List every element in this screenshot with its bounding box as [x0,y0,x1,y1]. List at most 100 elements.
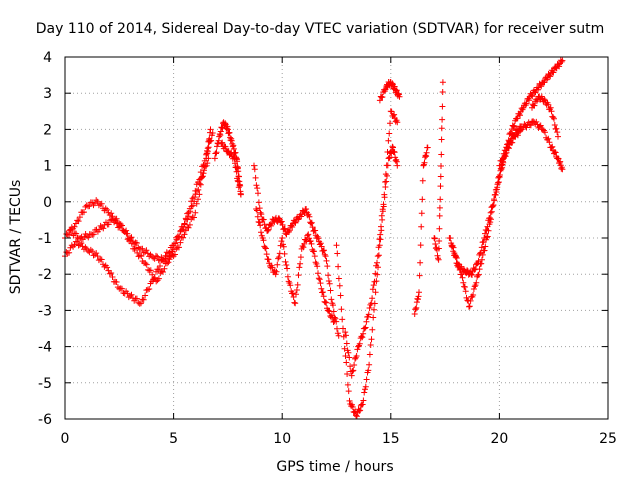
data-point [279,235,286,241]
data-point [180,226,187,233]
data-point [260,216,267,223]
data-point [75,218,82,225]
data-point [343,340,350,347]
data-point [331,318,338,325]
y-tick-label: 2 [43,122,52,138]
data-point [303,206,310,212]
data-point [484,223,491,230]
x-tick-label: 20 [490,431,508,447]
data-point [282,258,289,265]
data-point [301,240,308,247]
data-point [374,259,380,266]
data-point [149,271,156,278]
data-point [85,234,92,241]
data-point [204,148,211,155]
data-point [515,127,522,134]
data-point [192,209,199,216]
data-point [217,128,224,135]
chart-title: Day 110 of 2014, Sidereal Day-to-day VTE… [36,21,605,37]
data-point [315,275,322,282]
data-point [253,182,260,189]
data-point [231,155,238,162]
data-point [419,196,426,203]
data-point [359,334,366,341]
data-point [438,136,445,143]
data-point [262,245,269,252]
data-point [143,247,150,254]
data-point [321,247,327,254]
data-point [230,142,237,149]
data-point [467,297,474,304]
data-point [379,206,386,213]
data-point [189,195,196,202]
data-point [201,167,207,174]
data-point [357,407,364,414]
data-point [360,330,367,337]
data-point [279,221,286,228]
data-point [378,223,384,230]
data-point [375,244,382,251]
data-point [383,162,390,169]
data-point [470,292,477,298]
data-point [308,240,315,247]
data-point [559,57,566,64]
data-point [63,231,70,237]
data-point [73,230,80,237]
data-point [233,164,239,171]
data-point [432,241,439,247]
data-point [306,213,313,220]
data-point [344,381,351,388]
data-point [177,239,184,246]
data-point [439,89,446,95]
x-tick-label: 15 [382,431,400,447]
data-point [147,267,154,274]
data-point [315,235,322,242]
data-point [289,290,296,297]
data-point [187,208,194,215]
data-point [481,247,488,254]
data-point [464,297,471,304]
data-point [235,184,242,191]
data-point [261,221,268,228]
data-point [369,295,376,302]
data-point [142,260,149,267]
data-point [89,199,96,206]
data-point [172,240,179,246]
data-point [382,171,389,178]
data-point [545,135,552,142]
data-point [197,181,204,188]
data-point [471,283,478,290]
data-point [501,153,508,160]
data-point [436,212,443,219]
data-point [196,180,203,187]
data-point [523,124,530,131]
data-point [547,73,554,80]
y-tick-label: 4 [43,50,52,66]
data-point [128,291,135,298]
data-point [391,111,398,118]
data-point [338,306,345,313]
data-point [160,269,166,275]
data-point [537,122,544,129]
data-point [222,143,229,150]
data-point [309,224,316,231]
data-point [112,217,119,224]
data-point [502,147,509,154]
data-point [128,234,135,241]
data-point [483,234,490,241]
data-point [481,235,488,241]
data-point [203,151,210,158]
data-point [387,120,393,127]
data-point [66,249,73,256]
data-point [448,242,455,249]
data-point [292,219,299,226]
data-point [377,231,384,238]
data-point [323,299,330,306]
data-point [471,266,478,273]
data-point [531,102,538,109]
data-point [350,367,357,374]
data-point [255,199,262,206]
data-point [89,248,96,255]
data-points [62,57,566,420]
data-point [195,186,202,193]
